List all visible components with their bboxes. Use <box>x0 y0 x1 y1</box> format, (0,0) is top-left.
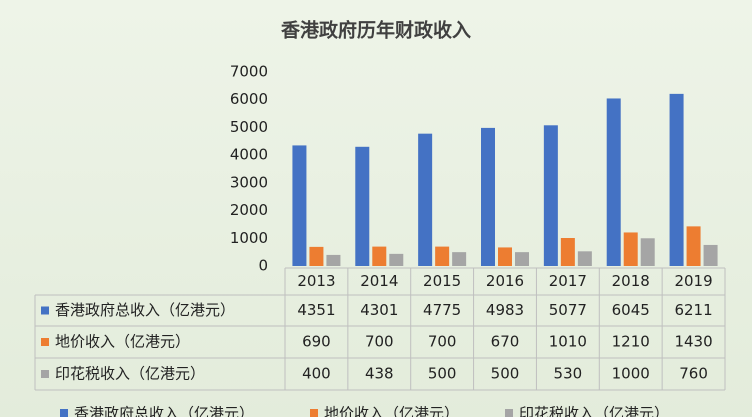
table-cell: 6211 <box>674 301 712 319</box>
bar <box>669 93 684 266</box>
table-cell: 1430 <box>674 333 712 351</box>
table-cell: 500 <box>491 365 520 383</box>
legend-label: 地价收入（亿港元） <box>324 405 459 417</box>
y-tick-label: 3000 <box>230 173 268 191</box>
table-row-label: 印花税收入（亿港元） <box>55 365 205 383</box>
table-cell: 4301 <box>360 301 398 319</box>
y-tick-label: 4000 <box>230 146 268 164</box>
table-cell: 690 <box>302 333 331 351</box>
table-cell: 4351 <box>297 301 335 319</box>
x-tick-label: 2018 <box>612 272 650 290</box>
legend-key <box>41 306 49 315</box>
y-tick-label: 6000 <box>230 90 268 108</box>
table-cell: 1000 <box>612 365 650 383</box>
table-cell: 1010 <box>549 333 587 351</box>
legend-key <box>60 409 68 417</box>
y-tick-label: 1000 <box>230 229 268 247</box>
table-cell: 530 <box>554 365 583 383</box>
bar <box>372 246 387 266</box>
table-cell: 760 <box>679 365 708 383</box>
bar <box>703 244 718 266</box>
x-tick-label: 2017 <box>549 272 587 290</box>
x-tick-label: 2015 <box>423 272 461 290</box>
y-tick-label: 7000 <box>230 63 268 81</box>
table-cell: 5077 <box>549 301 587 319</box>
bar <box>326 254 341 266</box>
table-row-label: 香港政府总收入（亿港元） <box>55 301 235 319</box>
bar <box>355 146 370 266</box>
bar <box>560 238 575 266</box>
legend-key <box>310 409 318 417</box>
table-cell: 700 <box>428 333 457 351</box>
table-cell: 438 <box>365 365 394 383</box>
bar <box>481 127 495 266</box>
y-tick-label: 0 <box>258 257 268 275</box>
x-tick-label: 2014 <box>360 272 398 290</box>
table-row-label: 地价收入（亿港元） <box>55 333 190 351</box>
table-cell: 4983 <box>486 301 524 319</box>
bar <box>389 253 404 266</box>
legend-key <box>41 370 49 378</box>
x-tick-label: 2019 <box>674 272 712 290</box>
bar <box>577 251 592 266</box>
bar <box>292 145 307 266</box>
table-cell: 700 <box>365 333 394 351</box>
bar <box>640 238 655 266</box>
legend-key <box>505 409 513 417</box>
bar <box>498 247 512 266</box>
table-cell: 500 <box>428 365 457 383</box>
chart-title: 香港政府历年财政收入 <box>280 19 471 42</box>
y-tick-label: 2000 <box>230 201 268 219</box>
bar <box>623 232 638 266</box>
legend-label: 印花税收入（亿港元） <box>519 405 669 417</box>
x-tick-label: 2013 <box>297 272 335 290</box>
legend-label: 香港政府总收入（亿港元） <box>74 405 254 417</box>
bar <box>418 133 433 266</box>
legend-key <box>41 338 49 346</box>
bar <box>686 226 701 266</box>
y-tick-label: 5000 <box>230 118 268 136</box>
bar <box>606 98 621 267</box>
table-cell: 400 <box>302 365 331 383</box>
bar <box>435 246 450 266</box>
table-cell: 4775 <box>423 301 461 319</box>
bar <box>452 252 467 266</box>
table-cell: 670 <box>491 333 520 351</box>
table-cell: 6045 <box>612 301 650 319</box>
bar <box>309 246 324 266</box>
table-cell: 1210 <box>612 333 650 351</box>
bar <box>515 252 529 266</box>
x-tick-label: 2016 <box>486 272 524 290</box>
bar <box>543 125 558 266</box>
